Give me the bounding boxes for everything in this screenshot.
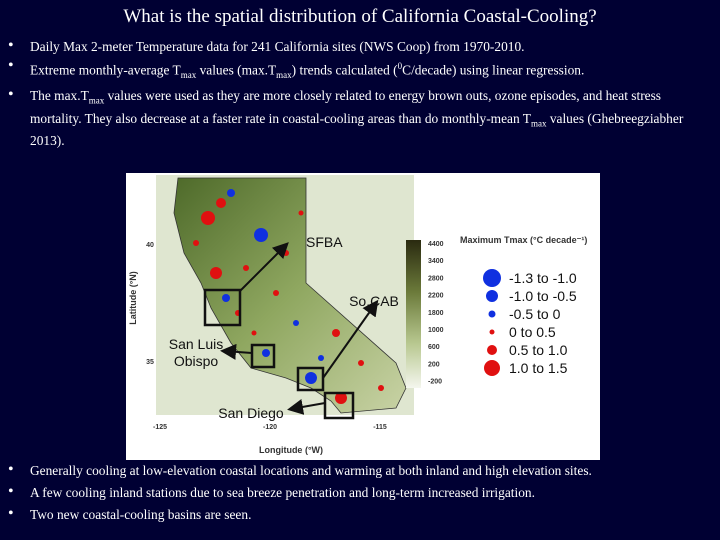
bullet-text: max	[276, 70, 292, 81]
slide-title: What is the spatial distribution of Cali…	[123, 6, 597, 27]
bullet-text: Extreme monthly-average T	[30, 62, 181, 78]
region-label: San Luis Obispo	[169, 336, 223, 369]
legend-symbol	[487, 345, 497, 355]
legend-label: -0.5 to 0	[509, 306, 561, 322]
bullet-text: Generally cooling at low-elevation coast…	[30, 463, 592, 478]
bottom-bullets: Generally cooling at low-elevation coast…	[8, 461, 708, 528]
region-label: SFBA	[306, 234, 343, 250]
bullet-text: A few cooling inland stations due to sea…	[30, 485, 535, 500]
region-label: San Diego	[218, 405, 284, 421]
bullet-text: The max.T	[30, 88, 89, 104]
y-tick-label: 40	[146, 242, 154, 249]
elevation-label: 600	[428, 344, 440, 351]
bullet-text: values (Ghebreegziabher 2013).	[30, 110, 684, 149]
bullet-text: values (max.T	[196, 62, 277, 78]
bullet-text: Daily Max 2-meter Temperature data for 2…	[30, 39, 525, 54]
region-arrows	[220, 242, 379, 415]
x-tick-label: -120	[263, 424, 277, 431]
legend-label: -1.3 to -1.0	[509, 270, 577, 286]
legend-label: 0 to 0.5	[509, 324, 556, 340]
california	[173, 177, 407, 414]
top-bullets: Daily Max 2-meter Temperature data for 2…	[8, 37, 708, 152]
y-axis-label: Latitude (°N)	[128, 271, 138, 325]
elevation-label: 2200	[428, 293, 444, 300]
legend-label: 0.5 to 1.0	[509, 342, 568, 358]
bullet-text: Two new coastal-cooling basins are seen.	[30, 507, 252, 522]
region-label: So.CAB	[349, 293, 399, 309]
elevation-label: -200	[428, 379, 442, 386]
legend-label: -1.0 to -0.5	[509, 288, 577, 304]
bullet-text: C/decade) using linear regression.	[402, 62, 585, 78]
bullet: Two new coastal-cooling basins are seen.	[8, 505, 708, 523]
y-tick-label: 35	[146, 359, 154, 366]
legend-symbol	[489, 329, 495, 335]
legend-symbol	[488, 310, 496, 318]
bullet-text: values were used as they are more closel…	[30, 88, 662, 126]
x-axis-label: Longitude (°W)	[259, 445, 323, 455]
legend-label: 1.0 to 1.5	[509, 360, 568, 376]
bullet: A few cooling inland stations due to sea…	[8, 483, 708, 501]
bullet: Generally cooling at low-elevation coast…	[8, 461, 708, 479]
elevation-label: 2800	[428, 275, 444, 282]
elevation-label: 200	[428, 361, 440, 368]
map-figure: Latitude (°N) Longitude (°W) 40 35 -125 -120 -…	[126, 173, 600, 460]
elevation-bar	[406, 240, 421, 388]
elevation-label: 1800	[428, 310, 444, 317]
bullet: Extreme monthly-average Tmax values (max…	[8, 57, 708, 84]
legend-symbol	[484, 360, 500, 376]
region-boxes	[203, 288, 355, 420]
elevation-label: 3400	[428, 258, 444, 265]
bullet: Daily Max 2-meter Temperature data for 2…	[8, 37, 708, 55]
bullet-text: max	[88, 95, 105, 106]
stations	[193, 189, 384, 404]
x-tick-label: -125	[153, 424, 167, 431]
bullet-text: 0	[397, 61, 403, 71]
elevation-label: 1000	[428, 327, 444, 334]
elevation-label: 4400	[428, 241, 444, 248]
legend-symbol	[483, 269, 501, 287]
bullet-text: ) trends calculated (	[291, 62, 398, 78]
bullet-text: max	[530, 118, 547, 129]
legend-symbol	[486, 290, 498, 302]
bullet-text: max	[180, 70, 197, 81]
x-tick-label: -115	[373, 424, 387, 431]
legend-title: Maximum Tmax (°C decade⁻¹)	[460, 235, 587, 245]
bullet: The max.Tmax values were used as they ar…	[8, 86, 708, 149]
